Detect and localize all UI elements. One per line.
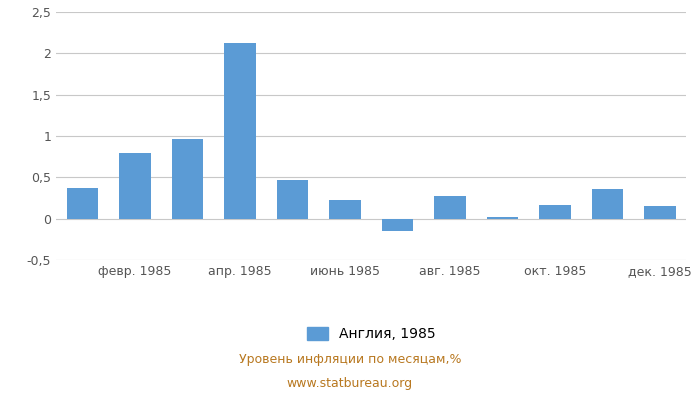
Bar	[382, 219, 413, 231]
Bar	[486, 217, 518, 219]
Bar	[119, 152, 150, 219]
Bar	[224, 44, 256, 219]
Text: www.statbureau.org: www.statbureau.org	[287, 378, 413, 390]
Bar	[592, 189, 623, 219]
Bar	[434, 196, 466, 219]
Bar	[539, 205, 570, 219]
Bar	[66, 188, 98, 219]
Text: Уровень инфляции по месяцам,%: Уровень инфляции по месяцам,%	[239, 354, 461, 366]
Bar	[172, 139, 203, 219]
Bar	[644, 206, 676, 219]
Legend: Англия, 1985: Англия, 1985	[301, 322, 441, 347]
Bar	[276, 180, 308, 219]
Bar	[329, 200, 360, 219]
